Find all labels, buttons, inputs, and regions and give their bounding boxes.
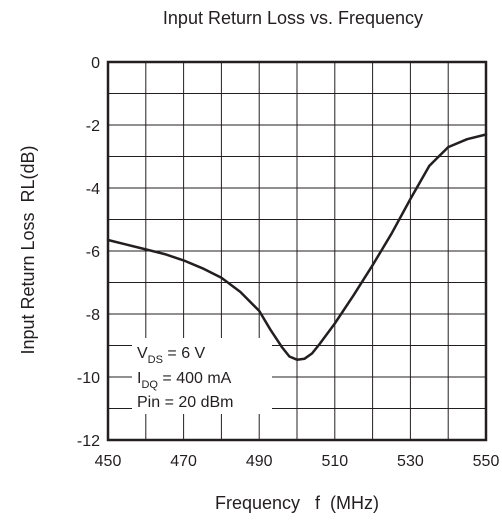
x-tick-label: 490 bbox=[246, 453, 273, 470]
x-tick-label: 550 bbox=[473, 453, 500, 470]
y-tick-label: 0 bbox=[91, 55, 100, 72]
y-tick-label: -6 bbox=[86, 244, 100, 261]
vds-annotation: VDS = 6 V bbox=[137, 345, 206, 366]
y-tick-label: -4 bbox=[86, 181, 100, 198]
pin-annotation: Pin = 20 dBm bbox=[137, 394, 234, 411]
tick-labels: 450 470 490 510 530 550 0 -2 -4 -6 -8 -10 -12 bbox=[77, 55, 500, 470]
idq-annotation: IDQ = 400 mA bbox=[137, 370, 232, 391]
y-tick-label: -2 bbox=[86, 118, 100, 135]
conditions-annotation: VDS = 6 V IDQ = 400 mA Pin = 20 dBm bbox=[137, 345, 234, 411]
plot-frame bbox=[106, 60, 488, 442]
vds-value: = 6 V bbox=[163, 345, 206, 362]
x-tick-label: 450 bbox=[95, 453, 122, 470]
annotation-background bbox=[132, 338, 272, 414]
series-line bbox=[106, 133, 488, 361]
y-tick-label: -10 bbox=[77, 370, 100, 387]
y-tick-label: -12 bbox=[77, 433, 100, 450]
x-axis-label: Frequency f (MHz) bbox=[215, 493, 379, 513]
y-tick-label: -8 bbox=[86, 307, 100, 324]
chart-title: Input Return Loss vs. Frequency bbox=[163, 8, 423, 28]
idq-subscript: DQ bbox=[141, 379, 158, 391]
series-layer bbox=[106, 133, 488, 361]
grid-lines bbox=[108, 62, 486, 440]
vds-symbol: V bbox=[137, 345, 148, 362]
idq-symbol: I bbox=[137, 370, 141, 387]
x-tick-label: 470 bbox=[170, 453, 197, 470]
annotation-box bbox=[132, 338, 272, 414]
idq-value: = 400 mA bbox=[158, 370, 232, 387]
vds-subscript: DS bbox=[148, 354, 163, 366]
y-axis-label: Input Return Loss RL(dB) bbox=[18, 145, 38, 354]
x-tick-label: 530 bbox=[397, 453, 424, 470]
x-tick-label: 510 bbox=[321, 453, 348, 470]
